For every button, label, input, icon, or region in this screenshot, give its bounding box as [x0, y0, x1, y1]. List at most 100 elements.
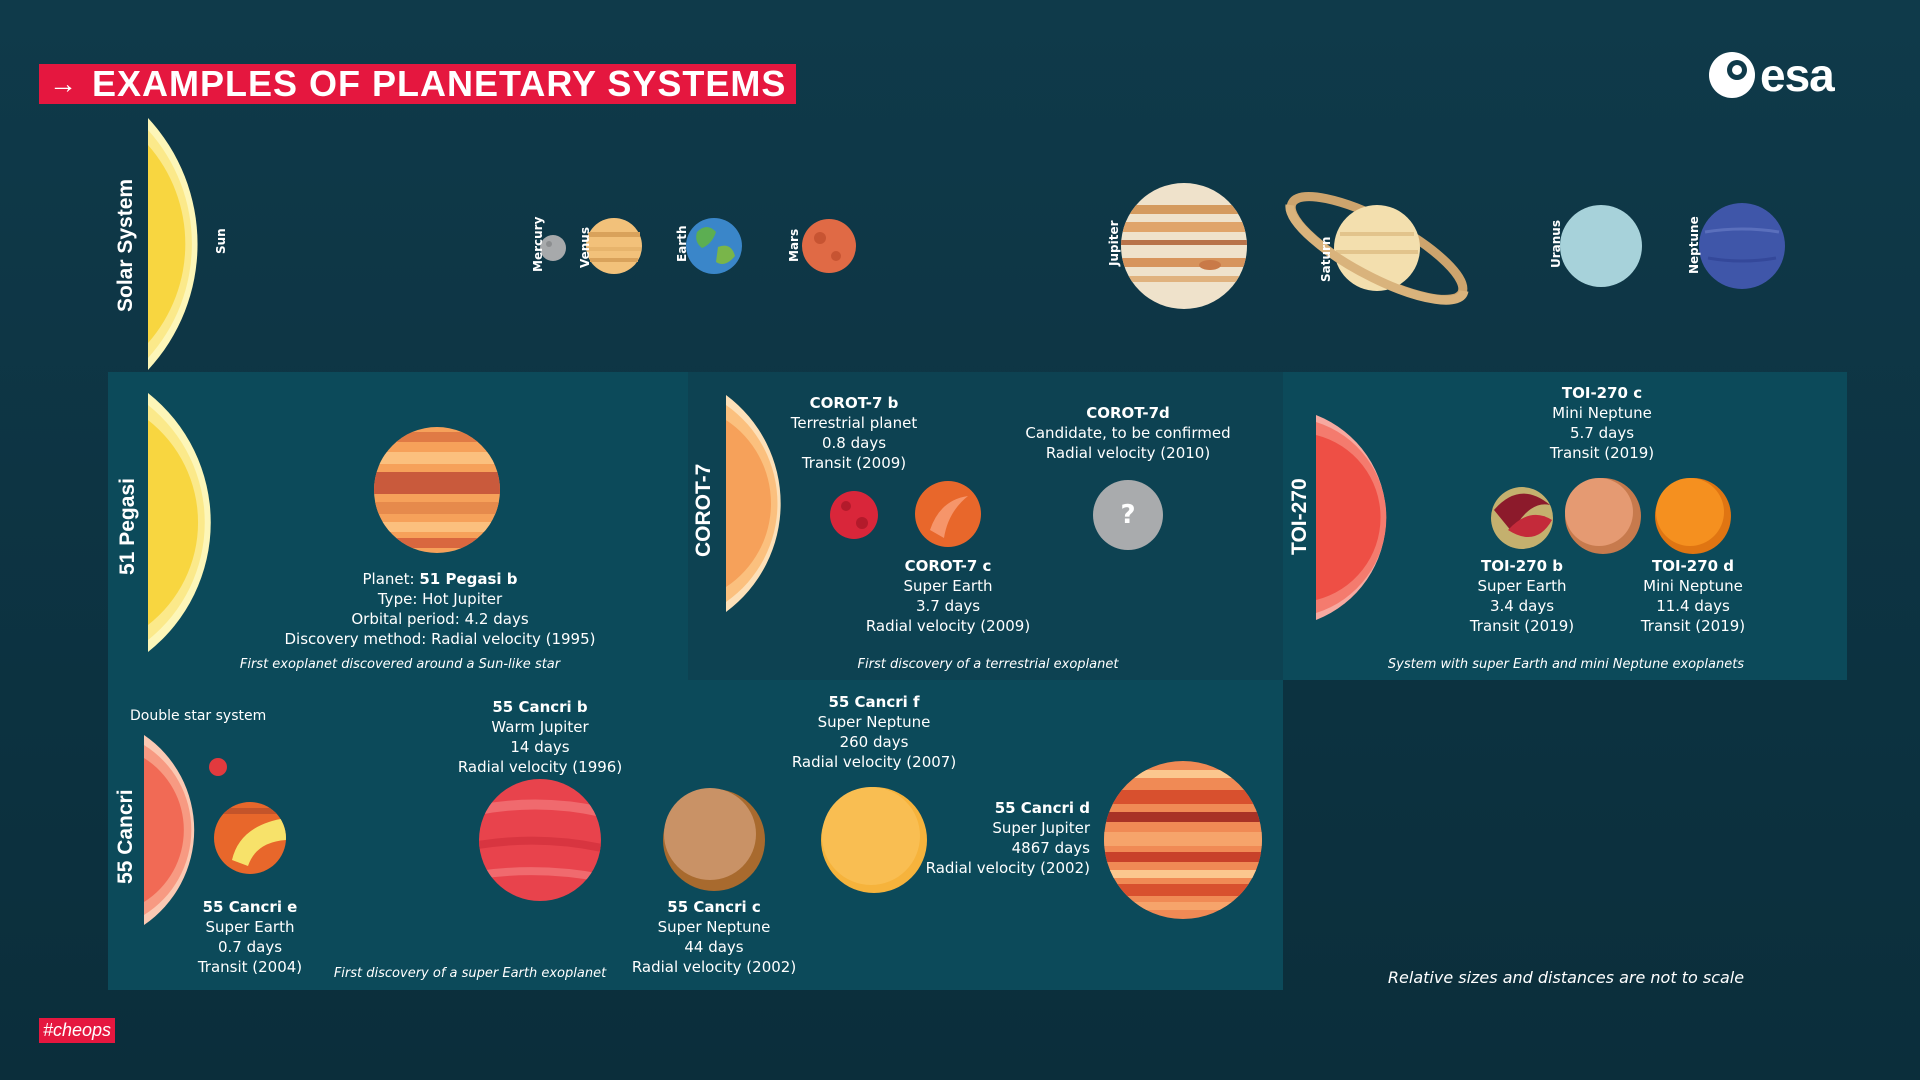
55-cancri-d-type: Super Jupiter: [992, 819, 1090, 837]
toi-270-b-info: TOI-270 b Super Earth 3.4 days Transit (…: [1422, 556, 1622, 636]
toi-270-b-method: Transit (2019): [1469, 617, 1575, 635]
toi-270-d-type: Mini Neptune: [1643, 577, 1743, 595]
esa-logo-mark-icon: [1709, 52, 1755, 98]
corot-7-c-type: Super Earth: [903, 577, 993, 595]
55-cancri-f-info: 55 Cancri f Super Neptune 260 days Radia…: [764, 692, 984, 772]
corot-7-caption: First discovery of a terrestrial exoplan…: [857, 657, 1119, 672]
planet-type: Type: Hot Jupiter: [377, 590, 503, 608]
toi-270-b-name: TOI-270 b: [1480, 557, 1564, 575]
55-cancri-e-info: 55 Cancri e Super Earth 0.7 days Transit…: [175, 897, 325, 977]
corot-7d-name: COROT-7d: [1086, 404, 1170, 422]
55-cancri-d-name: 55 Cancri d: [994, 799, 1090, 817]
51-pegasi-caption: First exoplanet discovered around a Sun-…: [239, 657, 561, 672]
55-cancri-b-type: Warm Jupiter: [491, 718, 589, 736]
55-cancri-f-name: 55 Cancri f: [828, 693, 920, 711]
55-cancri-b-period: 14 days: [510, 738, 570, 756]
page-title: → EXAMPLES OF PLANETARY SYSTEMS: [39, 63, 797, 104]
corot-7-b-period: 0.8 days: [821, 434, 887, 452]
55-cancri-c-name: 55 Cancri c: [667, 898, 761, 916]
planet-name: 51 Pegasi b: [419, 570, 518, 588]
55-cancri-e-name: 55 Cancri e: [202, 898, 298, 916]
55-cancri-e-period: 0.7 days: [217, 938, 283, 956]
esa-logo: esa: [1708, 48, 1835, 102]
planet-period: Orbital period: 4.2 days: [351, 610, 529, 628]
55-cancri-c-period: 44 days: [684, 938, 744, 956]
corot-7-b-name: COROT-7 b: [809, 394, 899, 412]
corot-7-c-method: Radial velocity (2009): [865, 617, 1031, 635]
55-cancri-e-method: Transit (2004): [197, 958, 303, 976]
toi-270-d-period: 11.4 days: [1656, 597, 1730, 615]
corot-7-c-name: COROT-7 c: [904, 557, 992, 575]
corot-7d-method: Radial velocity (2010): [1045, 444, 1211, 462]
55-cancri-c-type: Super Neptune: [657, 918, 771, 936]
corot-7-c-info: COROT-7 c Super Earth 3.7 days Radial ve…: [838, 556, 1058, 636]
55-cancri-e-type: Super Earth: [205, 918, 295, 936]
corot-7d-type: Candidate, to be confirmed: [1025, 424, 1231, 442]
toi-270-d-info: TOI-270 d Mini Neptune 11.4 days Transit…: [1593, 556, 1793, 636]
toi-270-caption: System with super Earth and mini Neptune…: [1387, 657, 1745, 672]
corot-7d-info: COROT-7d Candidate, to be confirmed Radi…: [1008, 403, 1248, 463]
corot-7-b-type: Terrestrial planet: [790, 414, 918, 432]
corot-7-b-info: COROT-7 b Terrestrial planet 0.8 days Tr…: [754, 393, 954, 473]
55-cancri-f-period: 260 days: [839, 733, 909, 751]
toi-270-c-info: TOI-270 c Mini Neptune 5.7 days Transit …: [1487, 383, 1717, 463]
55-cancri-f-method: Radial velocity (2007): [791, 753, 957, 771]
esa-logo-text: esa: [1760, 49, 1835, 101]
55-cancri-caption: First discovery of a super Earth exoplan…: [333, 966, 607, 981]
arrow-icon: →: [49, 68, 78, 99]
planet-method: Discovery method: Radial velocity (1995): [284, 630, 596, 648]
55-cancri-d-method: Radial velocity (2002): [925, 859, 1090, 877]
toi-270-b-period: 3.4 days: [1489, 597, 1555, 615]
toi-270-c-period: 5.7 days: [1569, 424, 1635, 442]
question-mark-icon: ?: [1120, 500, 1136, 530]
corot-7-c-period: 3.7 days: [915, 597, 981, 615]
55-cancri-f-type: Super Neptune: [817, 713, 931, 731]
toi-270-c-name: TOI-270 c: [1561, 384, 1643, 402]
toi-270-b-type: Super Earth: [1477, 577, 1567, 595]
scale-note: Relative sizes and distances are not to …: [1387, 968, 1745, 987]
cheops-hashtag: #cheops: [39, 1018, 116, 1043]
55-cancri-c-method: Radial velocity (2002): [631, 958, 797, 976]
toi-270-c-type: Mini Neptune: [1552, 404, 1652, 422]
planet-prefix: Planet:: [362, 570, 420, 588]
toi-270-c-method: Transit (2019): [1549, 444, 1655, 462]
55-cancri-d-info: 55 Cancri d Super Jupiter 4867 days Radi…: [900, 798, 1090, 878]
page-title-text: EXAMPLES OF PLANETARY SYSTEMS: [92, 63, 787, 104]
toi-270-d-name: TOI-270 d: [1651, 557, 1735, 575]
55-cancri-b-name: 55 Cancri b: [492, 698, 588, 716]
55-cancri-c-info: 55 Cancri c Super Neptune 44 days Radial…: [604, 897, 824, 977]
toi-270-d-method: Transit (2019): [1640, 617, 1746, 635]
55-cancri-d-period: 4867 days: [1011, 839, 1090, 857]
panel-corot-7: [688, 372, 1283, 680]
corot-7-b-method: Transit (2009): [801, 454, 907, 472]
55-cancri-b-method: Radial velocity (1996): [457, 758, 623, 776]
51-pegasi-b-info: Planet: 51 Pegasi b Type: Hot Jupiter Or…: [240, 569, 640, 649]
double-star-label: Double star system: [130, 708, 267, 724]
